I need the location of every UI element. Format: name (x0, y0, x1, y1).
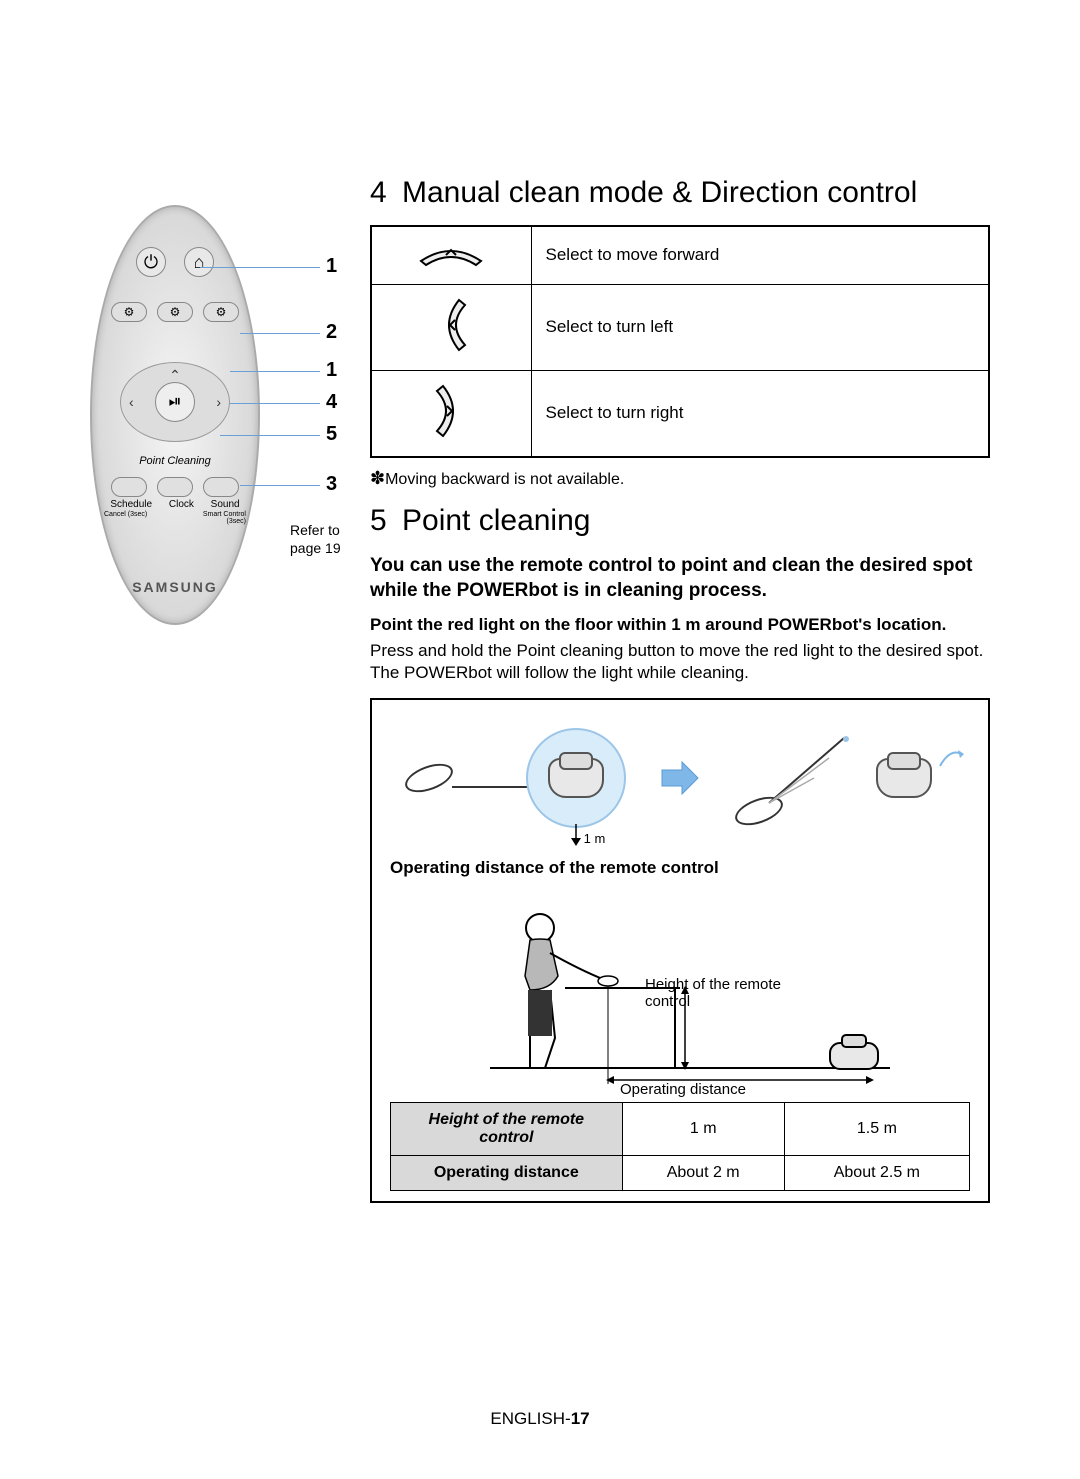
play-pause-icon: ⏯ (155, 382, 195, 422)
remote-row-fan: ⚙ ⚙ ⚙ (92, 302, 258, 322)
fan-med-icon: ⚙ (157, 302, 193, 322)
remote-button-labels: Schedule Clock Sound (92, 499, 258, 510)
header-operating: Operating distance (391, 1156, 623, 1191)
cell-d1: About 2 m (622, 1156, 784, 1191)
cell-h1: 1 m (622, 1103, 784, 1156)
note-symbol: ✽ (370, 468, 385, 488)
diagram-box: 1 m (370, 698, 990, 1203)
schedule-button-icon (111, 477, 147, 497)
left-button-icon (371, 284, 531, 370)
remote-column: ⏻ ⌂ ⚙ ⚙ ⚙ ⌃ ‹ › ⏯ (90, 175, 360, 1419)
footer-lang: ENGLISH- (490, 1409, 570, 1428)
robot-range-circle: 1 m (526, 728, 626, 828)
section4-title: Manual clean mode & Direction control (402, 176, 917, 209)
forward-button-icon (371, 226, 531, 284)
callout-line (230, 371, 320, 372)
motion-arc-icon (936, 744, 966, 774)
height-label: Height of the remote control (645, 976, 795, 1010)
cell-d2: About 2.5 m (784, 1156, 969, 1191)
left-desc: Select to turn left (531, 284, 989, 370)
section4-note: ✽Moving backward is not available. (370, 468, 990, 489)
section5-subbold: Point the red light on the floor within … (370, 614, 990, 636)
callout-line (240, 485, 320, 486)
section5-heading: 5Point cleaning (370, 503, 990, 539)
remote-illustration: ⏻ ⌂ ⚙ ⚙ ⚙ ⌃ ‹ › ⏯ (90, 205, 290, 625)
sound-label: Sound (211, 499, 240, 510)
clock-button-icon (157, 477, 193, 497)
section5-body: Press and hold the Point cleaning button… (370, 640, 990, 684)
dpad-outer: ⌃ ‹ › ⏯ (120, 362, 230, 442)
clock-label: Clock (169, 499, 194, 510)
right-desc: Select to turn right (531, 370, 989, 457)
callout-line (230, 403, 320, 404)
section5-intro: You can use the remote control to point … (370, 553, 990, 604)
callout-5: 5 (326, 423, 337, 446)
callout-3: 3 (326, 473, 337, 496)
schedule-label: Schedule (110, 499, 152, 510)
section4-number: 4 (370, 175, 402, 211)
fan-low-icon: ⚙ (111, 302, 147, 322)
operating-distance-label: Operating distance (620, 1081, 746, 1098)
section5-title: Point cleaning (402, 504, 590, 537)
callout-1: 1 (326, 255, 337, 278)
remote-in-hand-icon (401, 758, 456, 798)
dpad-right-icon: › (216, 394, 221, 410)
arrow-right-icon (658, 756, 702, 800)
table-row: Height of the remote control 1 m 1.5 m (391, 1103, 970, 1156)
footer-page: 17 (571, 1409, 590, 1428)
hand-pointing-illustration (404, 766, 494, 790)
robot-icon (548, 758, 604, 798)
operating-distance-diagram: Height of the remote control Operating d… (390, 888, 970, 1088)
distance-table: Height of the remote control 1 m 1.5 m O… (390, 1102, 970, 1191)
pointer-beam (452, 786, 532, 788)
callout-2: 2 (326, 321, 337, 344)
cancel-sublabel: Cancel (3sec) (104, 511, 147, 525)
smart-sublabel: Smart Control (3sec) (203, 511, 246, 525)
section5-number: 5 (370, 503, 402, 539)
remote-body: ⏻ ⌂ ⚙ ⚙ ⚙ ⌃ ‹ › ⏯ (90, 205, 260, 625)
section4-heading: 4Manual clean mode & Direction control (370, 175, 990, 211)
callout-4: 4 (326, 391, 337, 414)
table-row: Select to turn left (371, 284, 989, 370)
home-icon: ⌂ (184, 247, 214, 277)
callout-1b: 1 (326, 359, 337, 382)
robot-icon (876, 758, 932, 798)
hand-rays-illustration (734, 733, 844, 823)
callout-line (200, 267, 320, 268)
remote-sub-labels: Cancel (3sec) Smart Control (3sec) (92, 511, 258, 525)
light-rays-icon (764, 733, 854, 813)
table-row: Select to turn right (371, 370, 989, 457)
robot-moving-illustration (876, 758, 956, 798)
forward-desc: Select to move forward (531, 226, 989, 284)
dpad-left-icon: ‹ (129, 394, 134, 410)
point-cleaning-illustration: 1 m (390, 718, 970, 838)
point-cleaning-label: Point Cleaning (92, 455, 258, 467)
samsung-logo: SAMSUNG (92, 579, 258, 595)
callout-line (220, 435, 320, 436)
manual-page: ⏻ ⌂ ⚙ ⚙ ⚙ ⌃ ‹ › ⏯ (0, 0, 1080, 1479)
page-footer: ENGLISH-17 (0, 1409, 1080, 1429)
table-row: Select to move forward (371, 226, 989, 284)
remote-row-top: ⏻ ⌂ (92, 247, 258, 277)
one-m-label: 1 m (584, 831, 606, 846)
sound-button-icon (203, 477, 239, 497)
table-row: Operating distance About 2 m About 2.5 m (391, 1156, 970, 1191)
operating-distance-heading: Operating distance of the remote control (390, 858, 970, 878)
callout-line (240, 333, 320, 334)
remote-row-bottom (92, 477, 258, 497)
content-column: 4Manual clean mode & Direction control S… (360, 175, 990, 1419)
note-text: Moving backward is not available. (385, 471, 624, 488)
cell-h2: 1.5 m (784, 1103, 969, 1156)
power-icon: ⏻ (136, 247, 166, 277)
remote-dpad: ⌃ ‹ › ⏯ (120, 362, 230, 442)
right-button-icon (371, 370, 531, 457)
fan-high-icon: ⚙ (203, 302, 239, 322)
header-height: Height of the remote control (391, 1103, 623, 1156)
refer-text: Refer to page 19 (290, 521, 360, 557)
direction-table: Select to move forward Select to turn le… (370, 225, 990, 458)
